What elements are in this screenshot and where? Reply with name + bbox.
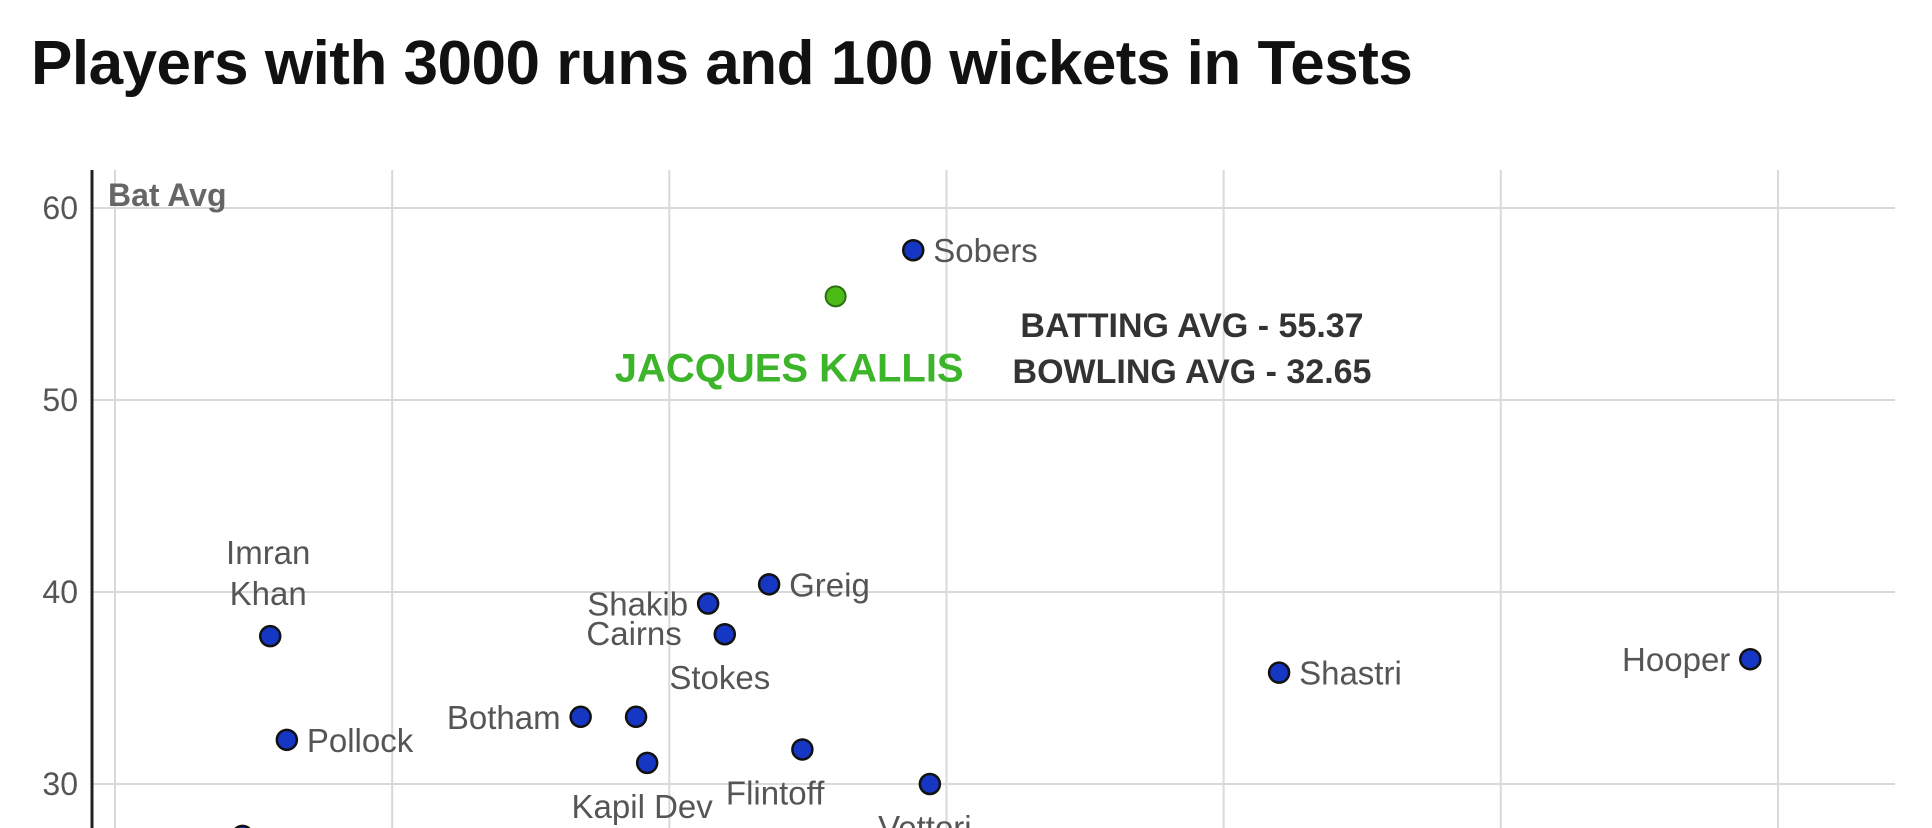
y-axis-title: Bat Avg (108, 177, 227, 213)
y-tick-label-50: 50 (42, 382, 78, 418)
highlight-label: JACQUES KALLIS (615, 346, 964, 390)
point-label-imran-khan-1: Khan (230, 575, 307, 612)
point-shakib (696, 592, 720, 615)
point-kapil-dev (635, 751, 659, 775)
point-label-flintoff: Flintoff (726, 774, 825, 811)
grid-layer (92, 170, 1895, 828)
point-label-hooper: Hooper (1622, 641, 1730, 678)
point-label-shastri: Shastri (1299, 655, 1402, 692)
axis-layer: 30 40 50 60 Bat Avg (42, 170, 227, 828)
point-unlabeled-13 (234, 824, 251, 828)
point-flintoff (791, 738, 814, 761)
highlight-point (824, 285, 847, 308)
chart-title: Players with 3000 runs and 100 wickets i… (31, 29, 1413, 98)
point-label-botham: Botham (447, 699, 561, 736)
point-label-shakib: Shakib (587, 586, 688, 623)
point-sobers (901, 238, 925, 262)
point-greig (757, 573, 781, 596)
highlight-stat-1: BOWLING AVG - 32.65 (1013, 353, 1372, 391)
point-imran-khan (258, 624, 282, 648)
y-tick-label-30: 30 (42, 766, 78, 802)
point-label-kapil-dev: Kapil Dev (572, 788, 714, 825)
point-botham (569, 705, 592, 729)
label-layer: Sobers Imran Khan Pollock Shakib Greig Stokes C… (226, 232, 1730, 828)
point-cairns (624, 705, 648, 729)
point-vettori (918, 772, 942, 796)
point-label-sobers: Sobers (933, 232, 1038, 269)
y-tick-label-40: 40 (42, 574, 78, 610)
point-layer (234, 238, 1762, 828)
point-label-vettori: Vettori (878, 809, 972, 828)
point-pollock (275, 728, 299, 752)
point-label-imran-khan-0: Imran (226, 534, 310, 571)
point-stokes (713, 622, 737, 646)
point-hooper (1739, 647, 1762, 671)
point-shastri (1267, 661, 1291, 684)
y-tick-label-60: 60 (42, 190, 78, 226)
point-label-pollock: Pollock (307, 722, 414, 759)
point-label-cairns: Cairns (586, 615, 681, 652)
highlight-stat-0: BATTING AVG - 55.37 (1020, 307, 1363, 345)
point-label-stokes: Stokes (669, 659, 770, 696)
point-label-greig: Greig (789, 566, 870, 603)
